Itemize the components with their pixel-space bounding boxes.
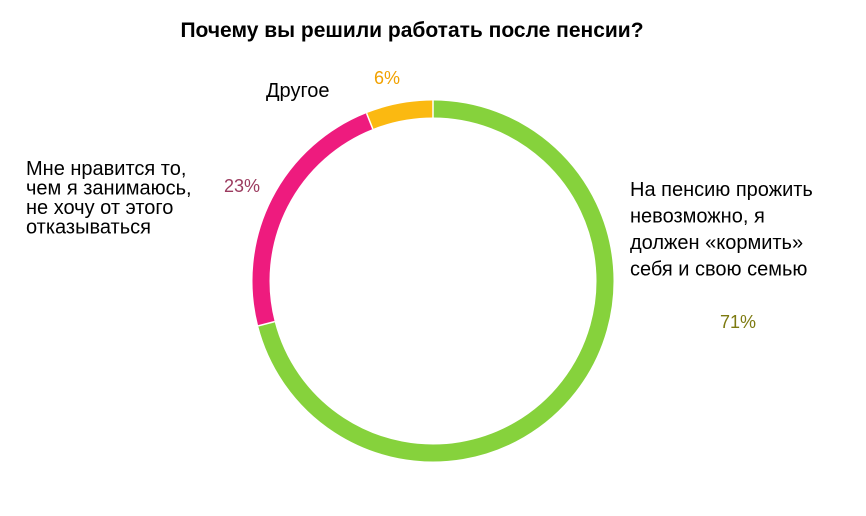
slice-2-label-line: отказываться (26, 217, 151, 239)
slice-separator (257, 320, 275, 327)
slice-2-label-line: не хочу от этого (26, 197, 173, 219)
slice-3-label-line: Другое (266, 80, 330, 102)
slices-group (252, 100, 614, 462)
slice-separator (365, 112, 374, 130)
slice-3 (366, 100, 434, 130)
slice-2-value-label: 23% (224, 176, 260, 196)
slice-3-value-label: 6% (374, 68, 400, 88)
chart-title: Почему вы решили работать после пенсии? (180, 19, 643, 42)
slice-1-label-line: На пенсию прожить (630, 179, 813, 201)
slice-1-label-line: должен «кормить» (630, 232, 803, 254)
slice-2-label-line: Мне нравится то, (26, 158, 186, 180)
slice-2-label-line: чем я занимаюсь, (26, 178, 192, 200)
slice-1-label-line: себя и свою семью (630, 259, 807, 281)
slice-1-label: На пенсию прожить невозможно, я должен «ко… (630, 179, 813, 281)
slice-1-label-line: невозможно, я (630, 206, 765, 228)
slice-2 (252, 113, 373, 326)
slice-3-label: Другое (266, 80, 330, 102)
slice-1 (258, 100, 614, 462)
slice-2-label: Мне нравится то, чем я занимаюсь, не хочу … (26, 158, 192, 239)
labels-group: На пенсию прожить невозможно, я должен «ко… (26, 68, 813, 332)
slice-1-value-label: 71% (720, 312, 756, 332)
